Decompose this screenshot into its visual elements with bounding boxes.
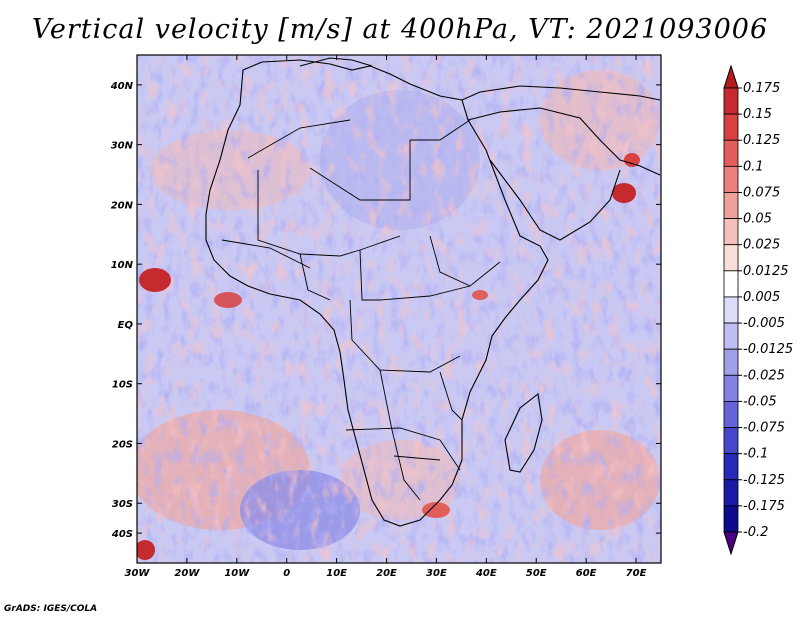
colorbar-box <box>723 165 739 193</box>
colorbar-label: 0.0125 <box>743 264 789 279</box>
colorbar-box <box>723 139 739 167</box>
credit-label: GrADS: IGES/COLA <box>4 604 98 614</box>
lon-tick-label: 10W <box>224 568 250 579</box>
lon-tick-label: 20E <box>376 568 397 579</box>
lat-tick-label: EQ <box>118 320 134 331</box>
colorbar-bottom-arrow <box>723 531 739 556</box>
colorbar-box <box>723 296 739 324</box>
colorbar: 0.175 0.15 0.125 0.1 0.075 0.05 0.025 0.0125 0.0… <box>723 64 793 556</box>
lon-tick-label: 10E <box>326 568 347 579</box>
lon-tick-label: 40E <box>475 568 497 579</box>
colorbar-label: 0.05 <box>743 212 772 227</box>
lat-tick-label: 20S <box>112 439 133 450</box>
lat-tick-label: 30N <box>111 141 134 152</box>
lon-tick-label: 30W <box>125 568 151 579</box>
coastlines <box>205 57 661 527</box>
velocity-field <box>137 55 661 563</box>
lat-tick-label: 10S <box>112 380 133 391</box>
colorbar-box <box>723 348 739 376</box>
map-title: Vertical velocity [m/s] at 400hPa, VT: 2… <box>31 14 769 45</box>
plot-frame <box>136 54 662 564</box>
colorbar-box <box>723 113 739 141</box>
colorbar-box <box>723 192 739 219</box>
colorbar-label: 0.1 <box>743 159 764 174</box>
country-borders <box>221 119 501 501</box>
colorbar-box <box>723 427 739 455</box>
colorbar-label: -0.075 <box>743 421 785 436</box>
lat-tick-label: 30S <box>112 499 133 510</box>
lon-tick-label: 50E <box>526 568 547 579</box>
colorbar-label: -0.125 <box>743 473 785 488</box>
colorbar-box <box>723 479 739 507</box>
colorbar-label: 0.125 <box>743 133 780 148</box>
latitude-axis: 40N 30N 20N 10N EQ 10S 20S 30S 40S <box>110 81 661 540</box>
lat-tick-label: 40N <box>110 81 134 92</box>
lon-tick-label: 20W <box>174 568 200 579</box>
lat-tick-label: 20N <box>111 200 134 211</box>
colorbar-label: -0.0125 <box>743 342 793 357</box>
lon-tick-label: 60E <box>576 568 597 579</box>
colorbar-label: -0.1 <box>743 447 768 462</box>
colorbar-box <box>723 453 739 481</box>
colorbar-label: 0.005 <box>743 290 780 305</box>
colorbar-label: -0.05 <box>743 394 777 409</box>
lon-tick-label: 70E <box>626 568 647 579</box>
colorbar-top-arrow <box>723 64 739 89</box>
colorbar-box <box>723 270 739 298</box>
colorbar-box <box>723 401 739 428</box>
lat-tick-label: 10N <box>111 260 134 271</box>
colorbar-label: 0.15 <box>743 107 772 122</box>
colorbar-label: 0.175 <box>743 81 780 96</box>
colorbar-box <box>723 244 739 272</box>
lon-tick-label: 0 <box>283 568 290 579</box>
colorbar-label: 0.075 <box>743 185 780 200</box>
colorbar-box <box>723 505 739 533</box>
colorbar-box <box>723 374 739 402</box>
colorbar-label: -0.175 <box>743 499 785 514</box>
colorbar-box <box>723 322 739 350</box>
colorbar-label: -0.2 <box>743 525 768 540</box>
colorbar-box <box>723 87 739 115</box>
colorbar-label: -0.005 <box>743 316 785 331</box>
colorbar-label: 0.025 <box>743 238 780 253</box>
colorbar-label: -0.025 <box>743 368 785 383</box>
lat-tick-label: 40S <box>111 529 133 540</box>
colorbar-box <box>723 218 739 246</box>
lon-tick-label: 30E <box>426 568 447 579</box>
longitude-axis: 30W 20W 10W 0 10E 20E 30E 40E 50E 60E 70E <box>125 55 647 579</box>
